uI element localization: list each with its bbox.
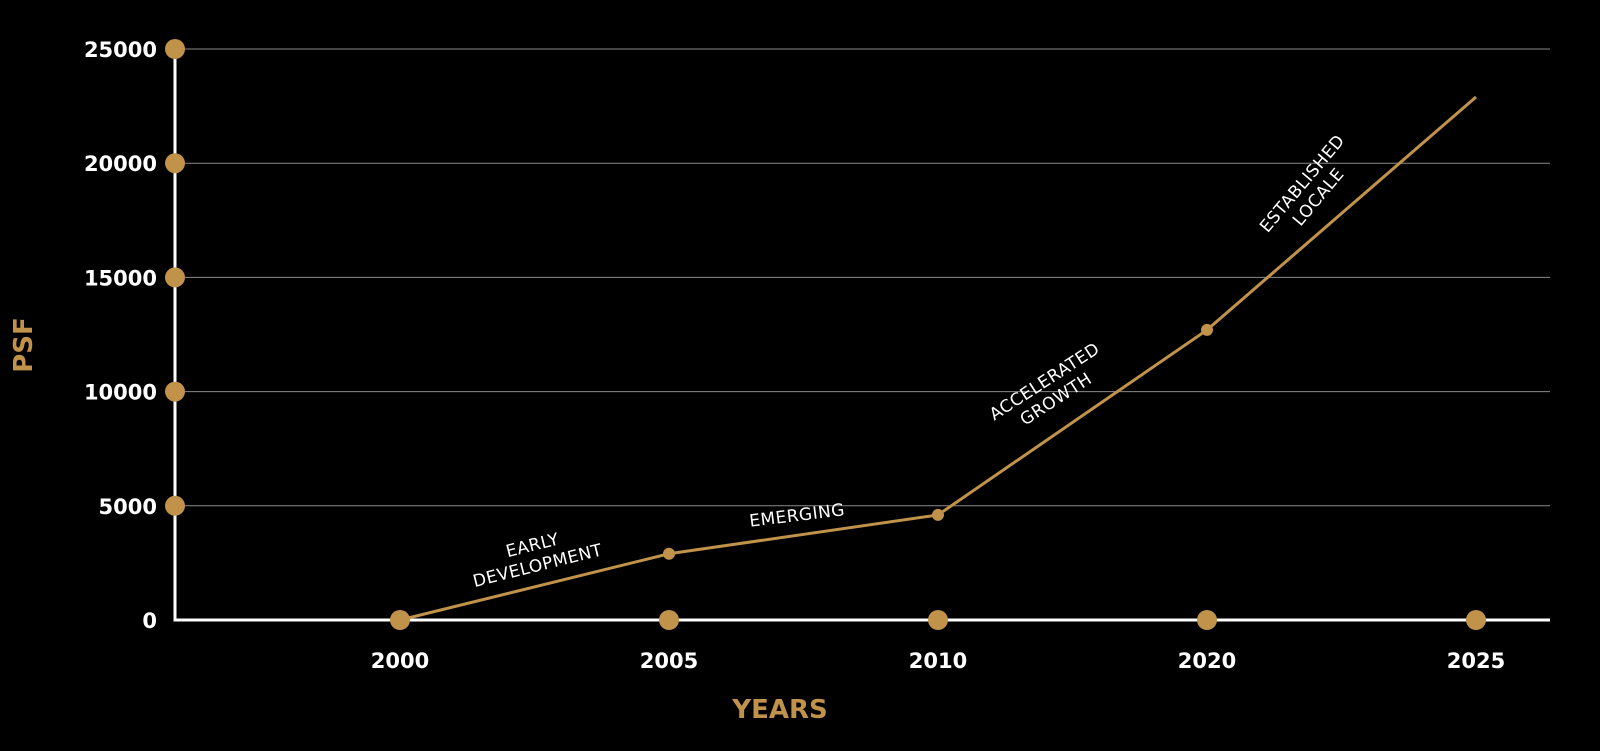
y-tick-label: 5000: [99, 495, 157, 519]
data-point: [663, 547, 675, 560]
annotation-line: EMERGING: [748, 500, 846, 532]
x-tick-marker: [1197, 610, 1217, 630]
y-tick-label: 15000: [84, 266, 157, 290]
annotation-label: EARLYDEVELOPMENT: [466, 520, 605, 592]
x-tick-label: 2000: [371, 649, 429, 673]
annotation-label: ACCELERATEDGROWTH: [986, 339, 1115, 443]
x-tick-marker: [1466, 610, 1486, 630]
y-tick-label: 0: [142, 609, 157, 633]
data-point: [932, 508, 944, 521]
y-tick-label: 25000: [84, 38, 157, 62]
annotation-label: ESTABLISHEDLOCALE: [1256, 131, 1365, 250]
x-tick-marker: [659, 610, 679, 630]
data-series: [399, 95, 1477, 622]
y-tick-marker: [165, 39, 185, 59]
y-tick-marker: [165, 495, 185, 516]
y-tick-marker: [165, 381, 185, 402]
x-tick-label: 2020: [1178, 649, 1236, 673]
annotation-label: EMERGING: [748, 500, 846, 532]
x-tick-label: 2010: [909, 649, 967, 673]
x-tick-label: 2005: [640, 649, 698, 673]
tick-marks: 0 5000 10000 15000 20000 25000 2000 2005 2010 202…: [84, 38, 1505, 673]
gridlines: [175, 48, 1550, 507]
x-tick-label: 2025: [1447, 649, 1505, 673]
y-tick-label: 10000: [84, 381, 157, 405]
x-tick-marker: [928, 610, 948, 630]
axes: [173, 49, 1550, 622]
y-tick-label: 20000: [84, 152, 157, 176]
annotations: EARLYDEVELOPMENT EMERGING ACCELERATEDGROWT…: [466, 131, 1365, 592]
y-axis-title: PSF: [9, 317, 39, 373]
y-tick-marker: [165, 267, 185, 288]
x-tick-marker: [390, 610, 410, 630]
y-tick-marker: [165, 153, 185, 174]
data-point: [1201, 323, 1213, 336]
x-axis-title: YEARS: [731, 695, 827, 725]
